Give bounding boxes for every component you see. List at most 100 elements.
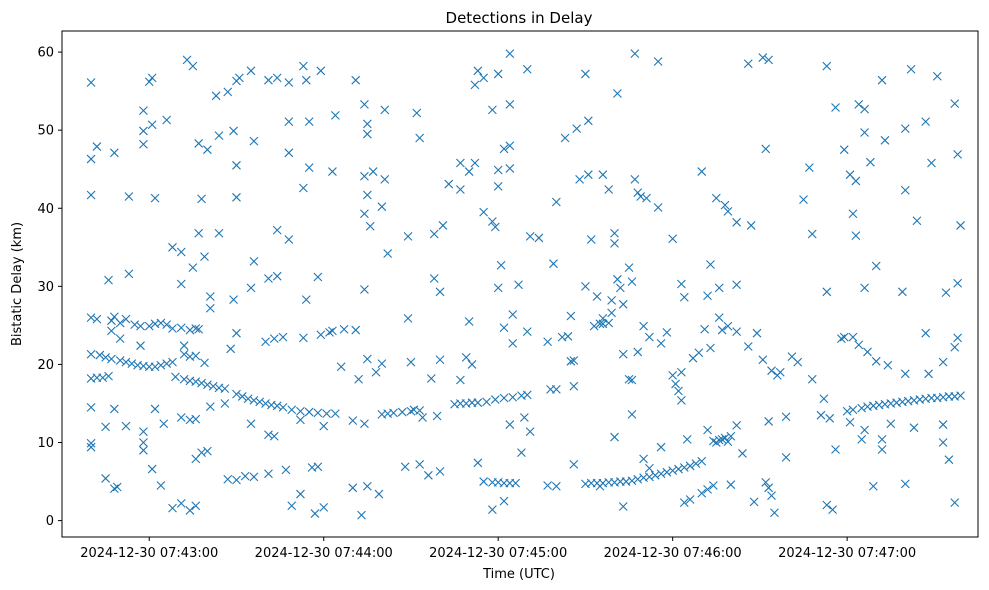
scatter-point bbox=[799, 195, 808, 205]
scatter-point bbox=[115, 356, 125, 365]
scatter-point bbox=[932, 71, 942, 81]
scatter-point bbox=[348, 416, 358, 426]
scatter-point bbox=[368, 167, 378, 176]
scatter-point bbox=[543, 337, 553, 347]
scatter-point bbox=[560, 133, 570, 143]
scatter-point bbox=[781, 412, 791, 422]
scatter-point bbox=[854, 340, 864, 350]
scatter-point bbox=[668, 466, 678, 476]
scatter-point bbox=[589, 321, 599, 331]
scatter-point bbox=[839, 145, 849, 155]
scatter-point bbox=[101, 422, 111, 432]
scatter-point bbox=[607, 296, 616, 305]
scatter-point bbox=[868, 481, 878, 491]
scatter-point bbox=[374, 489, 384, 499]
scatter-point bbox=[464, 317, 474, 326]
scatter-point bbox=[633, 347, 643, 357]
scatter-point bbox=[319, 421, 329, 431]
scatter-point bbox=[406, 357, 416, 367]
scatter-point bbox=[586, 235, 596, 244]
scatter-point bbox=[139, 106, 148, 116]
scatter-point bbox=[243, 394, 253, 404]
scatter-point bbox=[101, 474, 111, 483]
scatter-point bbox=[761, 144, 771, 154]
scatter-point bbox=[424, 470, 433, 480]
scatter-point bbox=[264, 75, 273, 85]
scatter-point bbox=[298, 183, 308, 193]
scatter-point bbox=[679, 498, 689, 508]
scatter-point bbox=[139, 139, 148, 149]
scatter-point bbox=[261, 337, 270, 347]
scatter-point bbox=[464, 167, 474, 176]
scatter-point bbox=[461, 353, 471, 362]
scatter-point bbox=[618, 349, 628, 359]
scatter-point bbox=[412, 108, 422, 118]
scatter-point bbox=[825, 413, 835, 423]
scatter-point bbox=[360, 419, 369, 429]
scatter-point bbox=[194, 139, 204, 148]
scatter-point bbox=[938, 357, 948, 367]
scatter-point bbox=[354, 374, 363, 384]
scatter-point bbox=[575, 174, 585, 184]
scatter-point bbox=[284, 148, 294, 158]
scatter-point bbox=[316, 66, 326, 76]
scatter-point bbox=[845, 417, 855, 427]
scatter-point bbox=[313, 462, 323, 472]
scatter-point bbox=[732, 327, 742, 337]
scatter-point bbox=[633, 188, 643, 198]
scatter-point bbox=[101, 353, 111, 362]
scatter-point bbox=[304, 407, 314, 417]
scatter-point bbox=[615, 283, 625, 293]
scatter-point bbox=[203, 145, 212, 155]
scatter-point bbox=[764, 55, 774, 65]
scatter-point bbox=[86, 154, 96, 164]
scatter-point bbox=[679, 463, 689, 472]
scatter-point bbox=[415, 459, 425, 469]
scatter-point bbox=[313, 272, 323, 282]
scatter-point bbox=[924, 369, 933, 379]
scatter-point bbox=[493, 69, 503, 79]
scatter-point bbox=[703, 425, 712, 435]
scatter-point bbox=[115, 318, 125, 328]
scatter-point bbox=[775, 367, 785, 377]
scatter-point bbox=[677, 367, 686, 377]
scatter-point bbox=[761, 477, 771, 487]
scatter-point bbox=[752, 328, 762, 338]
scatter-point bbox=[156, 318, 166, 328]
scatter-point bbox=[767, 366, 776, 376]
scatter-point bbox=[642, 193, 651, 203]
scatter-point bbox=[511, 478, 521, 488]
y-tick-label: 60 bbox=[37, 46, 54, 61]
scatter-point bbox=[508, 310, 518, 319]
scatter-point bbox=[124, 192, 134, 201]
scatter-point bbox=[220, 399, 230, 408]
scatter-point bbox=[944, 455, 954, 465]
scatter-point bbox=[674, 464, 683, 474]
y-axis-label: Bistatic Delay (km) bbox=[10, 222, 25, 346]
scatter-point bbox=[168, 324, 177, 333]
scatter-point bbox=[473, 458, 483, 468]
scatter-point bbox=[467, 360, 477, 369]
scatter-point bbox=[435, 467, 445, 476]
scatter-point bbox=[479, 477, 489, 486]
scatter-point bbox=[499, 323, 509, 333]
scatter-point bbox=[804, 163, 814, 173]
scatter-point bbox=[479, 73, 489, 83]
scatter-point bbox=[700, 324, 710, 334]
scatter-point bbox=[107, 316, 116, 326]
scatter-point bbox=[232, 475, 241, 485]
scatter-point bbox=[732, 280, 742, 290]
scatter-point bbox=[86, 190, 96, 200]
scatter-point bbox=[86, 349, 96, 359]
scatter-point bbox=[272, 73, 282, 83]
scatter-point bbox=[406, 406, 416, 416]
scatter-point bbox=[900, 185, 910, 195]
scatter-point bbox=[886, 419, 896, 429]
scatter-point bbox=[301, 75, 311, 85]
scatter-point bbox=[630, 174, 640, 184]
scatter-point bbox=[435, 355, 445, 365]
scatter-point bbox=[246, 66, 256, 76]
scatter-point bbox=[162, 359, 172, 369]
scatter-point bbox=[150, 404, 160, 414]
